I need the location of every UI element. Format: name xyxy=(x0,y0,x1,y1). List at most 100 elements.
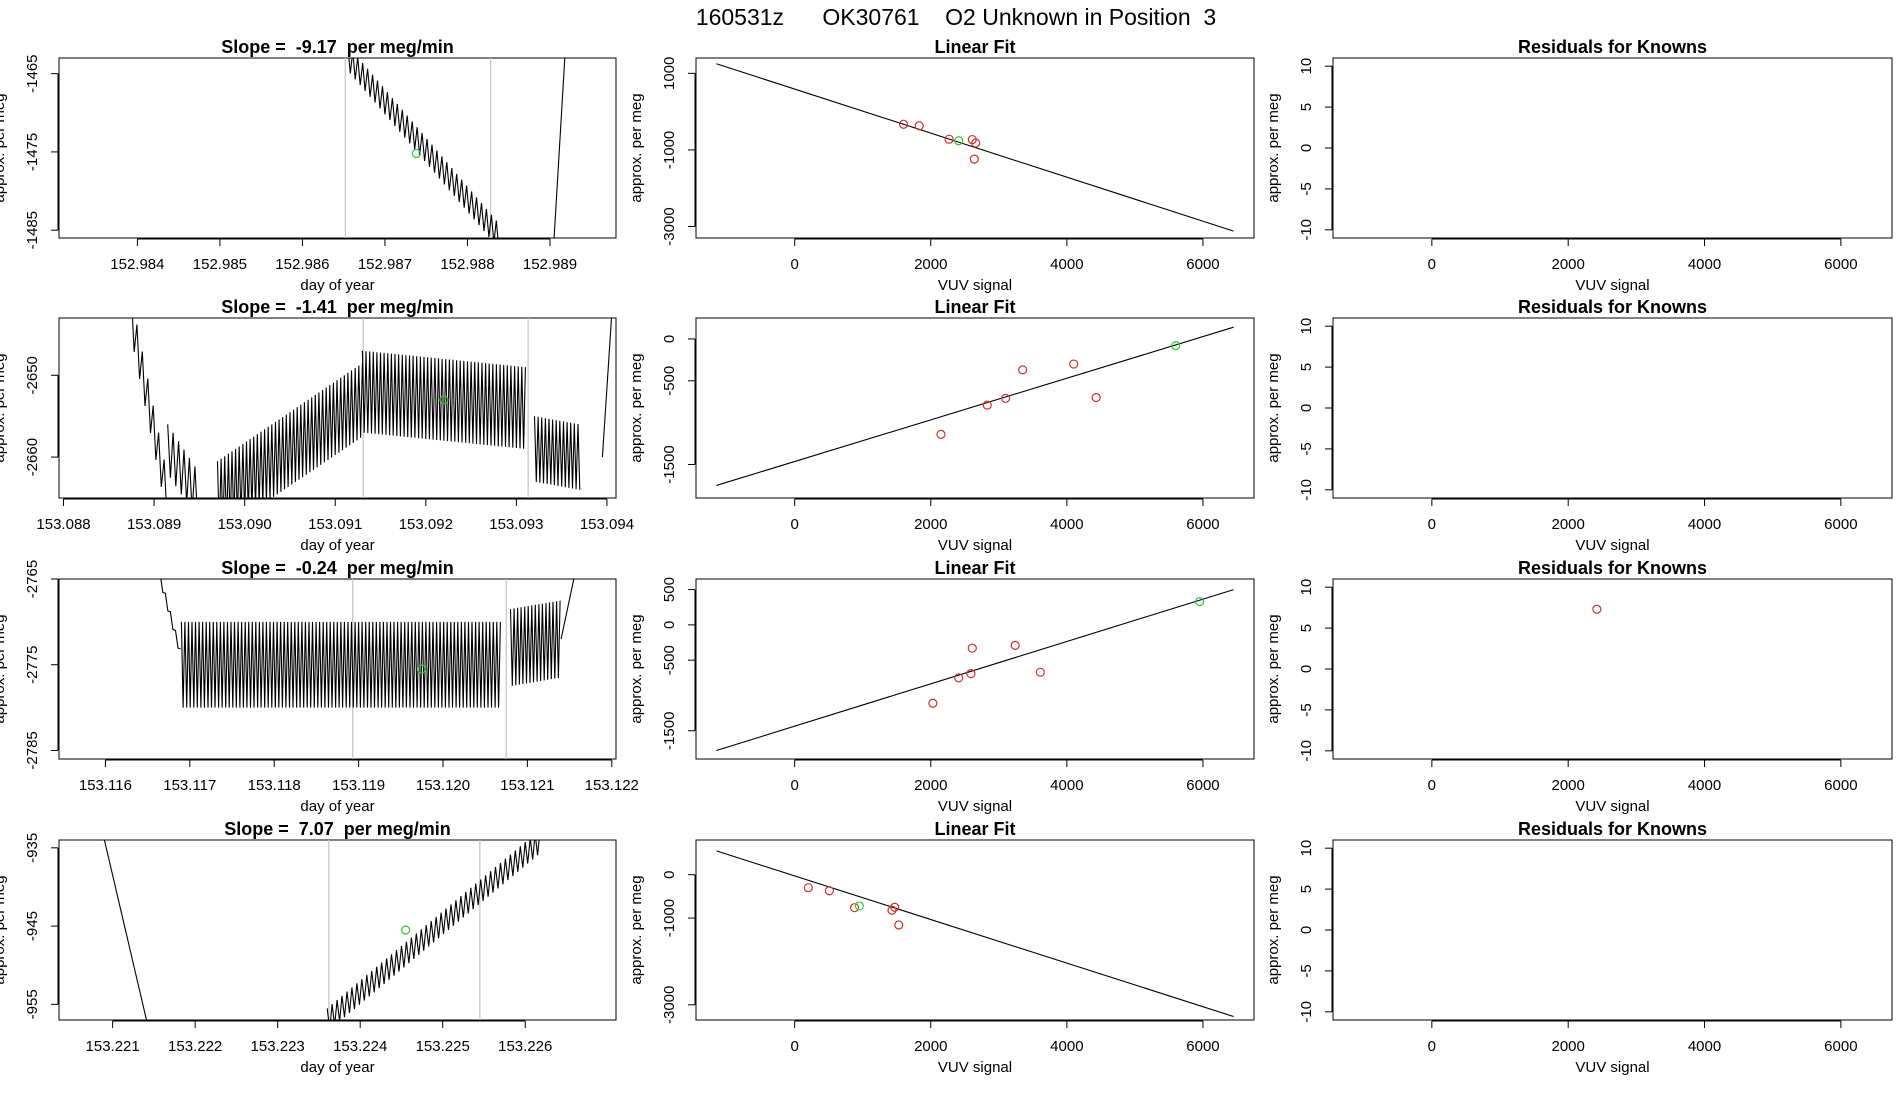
trace-line xyxy=(533,416,581,490)
trace-line xyxy=(131,318,167,498)
x-tick-label: 0 xyxy=(1428,256,1436,273)
plot-area xyxy=(716,850,1234,1018)
known-point xyxy=(1001,393,1011,403)
trace-line xyxy=(167,424,198,498)
trace-line xyxy=(326,840,540,1020)
plot-area xyxy=(131,318,613,498)
x-axis-label: VUV signal xyxy=(938,798,1012,815)
known-point xyxy=(966,668,976,679)
y-tick-label: -1465 xyxy=(24,54,41,92)
chart-1: Linear Fit VUV signal approx. per meg 0 2000… xyxy=(628,37,1255,294)
x-tick-label: 152.988 xyxy=(440,256,494,273)
fit-line xyxy=(716,850,1234,1018)
y-tick-label: 0 xyxy=(1298,144,1315,152)
y-tick-label: -5 xyxy=(1298,703,1315,716)
x-axis-label: day of year xyxy=(300,277,374,294)
y-tick-label: -5 xyxy=(1298,442,1315,455)
x-tick-label: 2000 xyxy=(914,1038,947,1055)
chart-10: Linear Fit VUV signal approx. per meg 0 2000… xyxy=(628,819,1255,1076)
x-axis-label: VUV signal xyxy=(938,537,1012,554)
chart-title: Linear Fit xyxy=(934,37,1015,57)
y-axis-label: approx. per meg xyxy=(0,875,8,984)
plot-box xyxy=(58,578,617,760)
x-tick-label: 4000 xyxy=(1688,256,1721,273)
y-tick-label: -10 xyxy=(1298,740,1315,762)
panels: Slope = -9.17 per meg/min day of year appr… xyxy=(0,37,1893,1076)
chart-7: Linear Fit VUV signal approx. per meg 0 2000… xyxy=(628,558,1255,815)
chart-6: Slope = -0.24 per meg/min day of year appr… xyxy=(0,558,639,815)
plot-box xyxy=(695,57,1255,239)
x-tick-label: 153.224 xyxy=(333,1038,387,1055)
x-tick-label: 4000 xyxy=(1050,516,1083,533)
x-tick-label: 152.985 xyxy=(193,256,247,273)
unknown-point xyxy=(854,901,864,911)
trace-line xyxy=(601,318,613,458)
page-title: 160531z OK30761 O2 Unknown in Position 3 xyxy=(696,4,1216,30)
y-tick-label: 10 xyxy=(1298,579,1315,596)
plot-box xyxy=(58,57,617,239)
x-axis-label: VUV signal xyxy=(938,1059,1012,1076)
x-tick-label: 2000 xyxy=(914,256,947,273)
trace-line xyxy=(560,579,575,640)
y-tick-label: -1475 xyxy=(24,133,41,171)
known-point xyxy=(890,902,900,912)
y-tick-label: 0 xyxy=(1298,665,1315,673)
x-tick-label: 153.090 xyxy=(218,516,272,533)
x-tick-label: 153.092 xyxy=(399,516,453,533)
x-tick-label: 4000 xyxy=(1050,777,1083,794)
fit-line xyxy=(716,326,1234,486)
plot-area xyxy=(1592,604,1602,614)
chart-title: Residuals for Knowns xyxy=(1518,297,1707,317)
plot-box xyxy=(1332,578,1893,760)
plot-box xyxy=(695,839,1255,1021)
known-point xyxy=(1018,365,1028,375)
chart-title: Residuals for Knowns xyxy=(1518,819,1707,839)
x-tick-label: 6000 xyxy=(1186,777,1219,794)
x-tick-label: 6000 xyxy=(1824,777,1857,794)
x-tick-label: 153.225 xyxy=(416,1038,470,1055)
x-tick-label: 6000 xyxy=(1824,1038,1857,1055)
x-tick-label: 153.094 xyxy=(580,516,634,533)
known-point xyxy=(944,134,954,144)
plot-box xyxy=(58,839,617,1021)
trace-line xyxy=(216,362,363,498)
y-tick-label: -5 xyxy=(1298,964,1315,977)
chart-title: Linear Fit xyxy=(934,819,1015,839)
x-tick-label: 0 xyxy=(1428,516,1436,533)
known-point xyxy=(1592,604,1602,614)
x-tick-label: 4000 xyxy=(1688,777,1721,794)
unknown-point xyxy=(954,136,964,146)
x-tick-label: 153.223 xyxy=(251,1038,305,1055)
x-tick-label: 4000 xyxy=(1688,1038,1721,1055)
known-point xyxy=(1035,667,1045,677)
x-tick-label: 152.984 xyxy=(110,256,164,273)
x-tick-label: 0 xyxy=(1428,777,1436,794)
unknown-marker xyxy=(417,664,427,674)
y-tick-label: -2775 xyxy=(24,646,41,684)
y-tick-label: 500 xyxy=(661,577,678,602)
unknown-point xyxy=(1171,341,1181,351)
x-tick-label: 0 xyxy=(1428,1038,1436,1055)
x-tick-label: 2000 xyxy=(1552,256,1585,273)
y-axis-label: approx. per meg xyxy=(628,614,645,723)
x-axis-label: day of year xyxy=(300,798,374,815)
y-tick-label: -2765 xyxy=(24,560,41,598)
chart-title: Slope = 7.07 per meg/min xyxy=(224,819,451,839)
y-axis-label: approx. per meg xyxy=(0,614,8,723)
y-tick-label: -5 xyxy=(1298,182,1315,195)
x-tick-label: 4000 xyxy=(1050,1038,1083,1055)
known-point xyxy=(954,673,964,683)
x-axis-label: day of year xyxy=(300,537,374,554)
trace-line xyxy=(160,579,181,650)
known-point xyxy=(1010,640,1020,650)
x-axis-label: day of year xyxy=(300,1059,374,1076)
y-tick-label: 0 xyxy=(661,871,678,879)
x-tick-label: 2000 xyxy=(914,516,947,533)
chart-5: Residuals for Knowns VUV signal approx. pe… xyxy=(1265,297,1893,554)
y-tick-label: -2785 xyxy=(24,731,41,769)
unknown-point xyxy=(1194,596,1205,607)
known-point xyxy=(803,883,813,893)
known-point xyxy=(928,698,938,708)
y-tick-label: 5 xyxy=(1298,624,1315,632)
y-tick-label: -955 xyxy=(24,989,41,1019)
